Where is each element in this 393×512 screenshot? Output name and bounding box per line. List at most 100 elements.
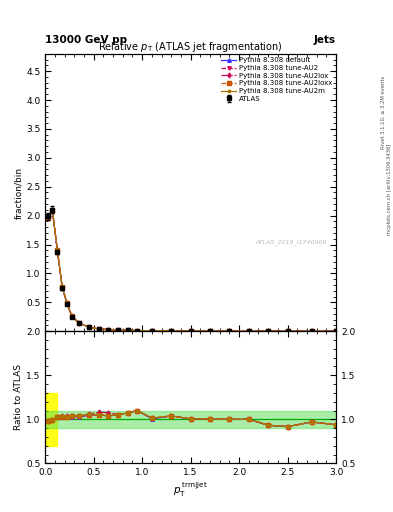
Pythia 8.308 tune-AU2lox [64,300,70,306]
Pythia 8.308 default [116,327,120,333]
Pythia 8.308 tune-AU2loxx [77,320,81,326]
Pythia 8.308 default [266,328,270,334]
Pythia 8.308 tune-AU2m [227,328,232,334]
Pythia 8.308 tune-AU2lox [246,328,251,334]
Pythia 8.308 tune-AU2loxx [55,247,60,253]
Pythia 8.308 tune-AU2lox [106,327,110,333]
Y-axis label: Ratio to ATLAS: Ratio to ATLAS [14,365,23,430]
Pythia 8.308 default [334,328,338,334]
Pythia 8.308 tune-AU2 [55,247,60,253]
Pythia 8.308 default [70,313,74,319]
Pythia 8.308 tune-AU2lox [70,313,74,319]
Pythia 8.308 tune-AU2 [334,328,338,334]
Pythia 8.308 tune-AU2m [60,284,64,290]
Pythia 8.308 default [60,284,64,290]
Pythia 8.308 tune-AU2loxx [125,327,130,333]
Pythia 8.308 default [86,324,91,330]
Pythia 8.308 tune-AU2lox [86,324,91,330]
Pythia 8.308 tune-AU2loxx [285,328,290,334]
Pythia 8.308 tune-AU2m [135,328,140,334]
Text: Rivet 3.1.10, ≥ 3.2M events: Rivet 3.1.10, ≥ 3.2M events [381,76,386,150]
Pythia 8.308 tune-AU2lox [285,328,290,334]
Pythia 8.308 tune-AU2loxx [227,328,232,334]
Pythia 8.308 tune-AU2loxx [246,328,251,334]
Pythia 8.308 default [309,328,314,334]
Pythia 8.308 tune-AU2lox [208,328,212,334]
Pythia 8.308 tune-AU2 [208,328,212,334]
Pythia 8.308 tune-AU2lox [266,328,270,334]
Pythia 8.308 tune-AU2loxx [266,328,270,334]
Pythia 8.308 tune-AU2lox [149,328,154,334]
Pythia 8.308 tune-AU2lox [334,328,338,334]
Pythia 8.308 tune-AU2 [60,284,64,290]
Pythia 8.308 tune-AU2loxx [70,313,74,319]
Text: 13000 GeV pp: 13000 GeV pp [45,35,127,45]
Pythia 8.308 tune-AU2m [50,207,55,214]
Pythia 8.308 tune-AU2lox [116,327,120,333]
Line: Pythia 8.308 default: Pythia 8.308 default [46,209,338,333]
Pythia 8.308 tune-AU2loxx [106,327,110,333]
Pythia 8.308 tune-AU2m [106,327,110,333]
Pythia 8.308 tune-AU2loxx [135,328,140,334]
Pythia 8.308 tune-AU2lox [45,215,50,221]
Pythia 8.308 tune-AU2 [116,327,120,333]
Pythia 8.308 tune-AU2lox [60,284,64,290]
Pythia 8.308 tune-AU2loxx [60,284,64,290]
Pythia 8.308 default [227,328,232,334]
Pythia 8.308 tune-AU2loxx [116,327,120,333]
Pythia 8.308 tune-AU2lox [96,326,101,332]
Pythia 8.308 default [149,328,154,334]
Pythia 8.308 tune-AU2 [188,328,193,334]
Pythia 8.308 tune-AU2loxx [50,208,55,214]
Pythia 8.308 tune-AU2m [149,328,154,334]
Pythia 8.308 tune-AU2 [77,320,81,326]
Pythia 8.308 default [45,215,50,221]
Pythia 8.308 tune-AU2m [334,328,338,334]
Pythia 8.308 tune-AU2 [266,328,270,334]
Pythia 8.308 tune-AU2 [309,328,314,334]
Pythia 8.308 tune-AU2m [116,327,120,333]
Pythia 8.308 default [285,328,290,334]
Pythia 8.308 tune-AU2loxx [334,328,338,334]
Pythia 8.308 tune-AU2 [135,328,140,334]
Pythia 8.308 tune-AU2 [169,328,174,334]
Pythia 8.308 tune-AU2loxx [45,215,50,221]
Pythia 8.308 tune-AU2lox [188,328,193,334]
Text: mcplots.cern.ch [arXiv:1306.3436]: mcplots.cern.ch [arXiv:1306.3436] [387,144,392,235]
Pythia 8.308 tune-AU2m [96,326,101,332]
Text: ATLAS_2019_I1740909: ATLAS_2019_I1740909 [256,240,327,245]
Pythia 8.308 tune-AU2lox [169,328,174,334]
Pythia 8.308 tune-AU2loxx [86,324,91,330]
Pythia 8.308 tune-AU2m [169,328,174,334]
Pythia 8.308 tune-AU2m [188,328,193,334]
Pythia 8.308 tune-AU2m [266,328,270,334]
Pythia 8.308 tune-AU2m [64,300,70,306]
Pythia 8.308 tune-AU2m [70,313,74,319]
Pythia 8.308 tune-AU2 [64,301,70,307]
Pythia 8.308 tune-AU2m [309,328,314,334]
Line: Pythia 8.308 tune-AU2loxx: Pythia 8.308 tune-AU2loxx [46,209,338,333]
Pythia 8.308 default [188,328,193,334]
Pythia 8.308 default [246,328,251,334]
Pythia 8.308 tune-AU2m [86,324,91,330]
Pythia 8.308 default [106,327,110,333]
Pythia 8.308 tune-AU2lox [135,328,140,334]
Pythia 8.308 tune-AU2loxx [169,328,174,334]
Pythia 8.308 tune-AU2m [77,320,81,326]
Pythia 8.308 default [96,326,101,332]
Legend: Pythia 8.308 default, Pythia 8.308 tune-AU2, Pythia 8.308 tune-AU2lox, Pythia 8.: Pythia 8.308 default, Pythia 8.308 tune-… [219,55,334,104]
Pythia 8.308 tune-AU2 [86,324,91,330]
Pythia 8.308 tune-AU2 [227,328,232,334]
Pythia 8.308 tune-AU2 [285,328,290,334]
Pythia 8.308 tune-AU2loxx [208,328,212,334]
Pythia 8.308 tune-AU2loxx [188,328,193,334]
Pythia 8.308 tune-AU2 [70,313,74,319]
Pythia 8.308 tune-AU2m [285,328,290,334]
Pythia 8.308 default [64,301,70,307]
Pythia 8.308 tune-AU2 [149,328,154,334]
Pythia 8.308 default [50,208,55,214]
Pythia 8.308 default [169,328,174,334]
Pythia 8.308 tune-AU2lox [309,328,314,334]
Pythia 8.308 tune-AU2lox [77,320,81,326]
Pythia 8.308 tune-AU2m [208,328,212,334]
